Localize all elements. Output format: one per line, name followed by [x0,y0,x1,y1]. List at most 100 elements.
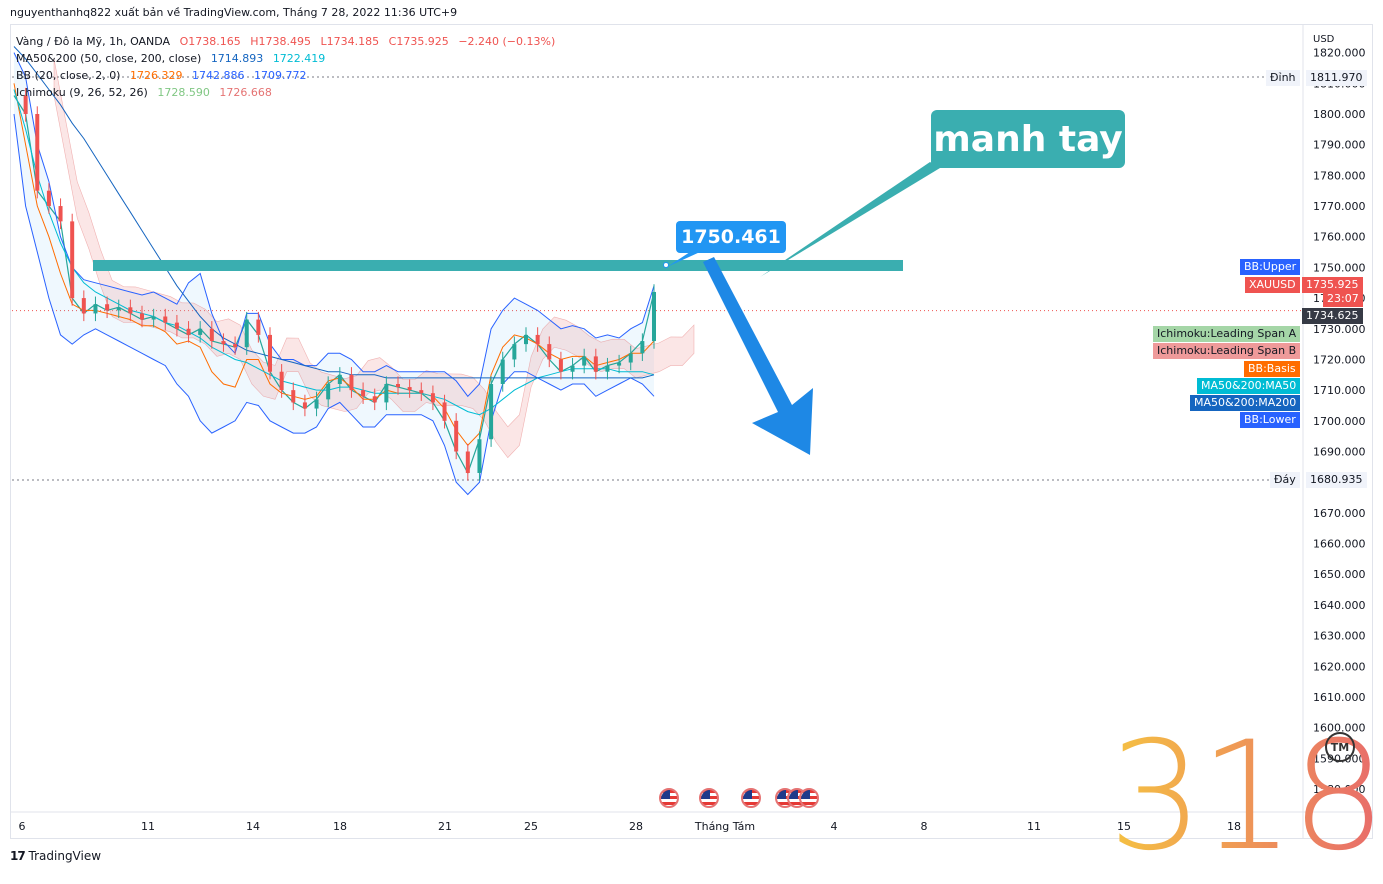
candle-body [652,291,656,342]
series-line-bb-lower [13,113,655,496]
legend-close: C1735.925 [388,35,449,48]
y-tick-label: 1600.000 [1313,722,1366,735]
legend-bb[interactable]: BB (20, close, 2, 0) 1726.329 1742.886 1… [16,69,312,82]
us-flag-event-icon[interactable] [799,788,819,808]
x-tick-label: 18 [333,820,347,833]
y-tick-label: 1660.000 [1313,538,1366,551]
candle-body [58,206,63,222]
candle-body [279,371,284,391]
candle-body [244,319,249,348]
callout-pointer [760,162,940,277]
legend-low: L1734.185 [320,35,380,48]
callout-manh-tay[interactable]: manh tay [931,110,1125,168]
candle-body [465,451,470,473]
price-callout[interactable]: 1750.461 [676,221,786,253]
chart-frame[interactable] [10,24,1373,839]
indicator-tag: 1734.625 [1302,308,1363,324]
candle-body [500,359,505,384]
candle-body [174,322,179,329]
candle-body [430,393,435,403]
candle-body [640,341,645,354]
x-tick-label: 28 [629,820,643,833]
legend-ma[interactable]: MA50&200 (50, close, 200, close) 1714.89… [16,52,331,65]
y-tick-label: 1690.000 [1313,446,1366,459]
us-flag-event-icon[interactable] [699,788,719,808]
y-tick-label: 1800.000 [1313,108,1366,121]
indicator-tag: BB:Lower [1240,412,1300,428]
candle-body [419,390,424,394]
legend-high: H1738.495 [250,35,312,48]
legend-bb-v2: 1742.886 [191,69,245,82]
x-tick-label: 18 [1227,820,1241,833]
y-tick-label: 1730.000 [1313,323,1366,336]
us-flag-event-icon[interactable] [741,788,761,808]
candle-body [628,353,633,363]
candle-body [105,304,110,311]
y-tick-label: 1760.000 [1313,231,1366,244]
series-line-ma50-200-ma50 [13,89,655,416]
resistance-zone [93,259,903,271]
indicator-tag: Ichimoku:Leading Span B [1153,343,1301,359]
candle-body [570,365,575,372]
indicator-tag: 1735.925 [1302,277,1363,293]
legend-ma-name: MA50&200 (50, close, 200, close) [16,52,202,65]
price-callout-pointer [667,252,700,267]
y-tick-label: 1720.000 [1313,353,1366,366]
legend-bb-name: BB (20, close, 2, 0) [16,69,121,82]
legend-ma-v1: 1714.893 [210,52,264,65]
legend-bb-v3: 1709.772 [253,69,307,82]
candle-body [372,396,377,403]
indicator-tag: BB:Basis [1244,361,1300,377]
candle-body [582,356,587,366]
publisher-line: nguyenthanhq822 xuất bản về TradingView.… [10,6,458,19]
y-tick-label: 1580.000 [1313,783,1366,796]
candle-body [512,344,517,360]
indicator-tag: MA50&200:MA200 [1190,395,1301,411]
candle-body [454,420,459,452]
tradingview-mark-icon: 17 [10,849,26,863]
indicator-tag: MA50&200:MA50 [1197,378,1301,394]
low-label: Đáy [1270,472,1300,488]
tradingview-logo[interactable]: 17 TradingView [10,849,101,863]
x-tick-label: 11 [141,820,155,833]
down-arrow [703,257,813,455]
legend-symbol: Vàng / Đô la Mỹ, 1h, OANDA O1738.165 H17… [16,35,561,48]
price-anchor-dot [663,262,669,268]
candle-body [314,399,319,409]
candle-body [558,359,563,372]
candle-body [535,334,540,345]
low-value: 1680.935 [1306,472,1367,488]
candle-body [547,344,552,360]
us-flag-event-icon[interactable] [659,788,679,808]
candle-body [605,365,610,372]
x-tick-label: 25 [524,820,538,833]
legend-ichimoku[interactable]: Ichimoku (9, 26, 52, 26) 1728.590 1726.6… [16,86,278,99]
candle-body [477,439,482,473]
indicator-tag: 23:07 [1323,291,1363,307]
candle-body [326,384,331,400]
indicator-tag: BB:Upper [1240,259,1301,275]
candle-body [384,384,389,403]
high-value: 1811.970 [1306,70,1367,86]
candle-body [93,304,98,314]
candle-body [233,344,238,348]
high-label: Đỉnh [1266,70,1300,86]
currency-label: USD [1313,34,1335,45]
candle-body [524,334,528,345]
candle-body [70,221,75,299]
candle-body [268,334,272,372]
candle-body [163,316,168,323]
candle-body [349,374,354,391]
candle-body [593,356,598,372]
y-tick-label: 1650.000 [1313,568,1366,581]
candle-body [291,390,296,403]
series-line-ma50-200-ma200 [13,46,655,379]
candle-body [407,387,412,391]
y-tick-label: 1780.000 [1313,169,1366,182]
candle-body [128,307,133,314]
candle-body [140,313,144,320]
x-tick-label: 21 [438,820,452,833]
y-tick-label: 1640.000 [1313,599,1366,612]
y-tick-label: 1820.000 [1313,47,1366,60]
candle-body [361,390,366,397]
